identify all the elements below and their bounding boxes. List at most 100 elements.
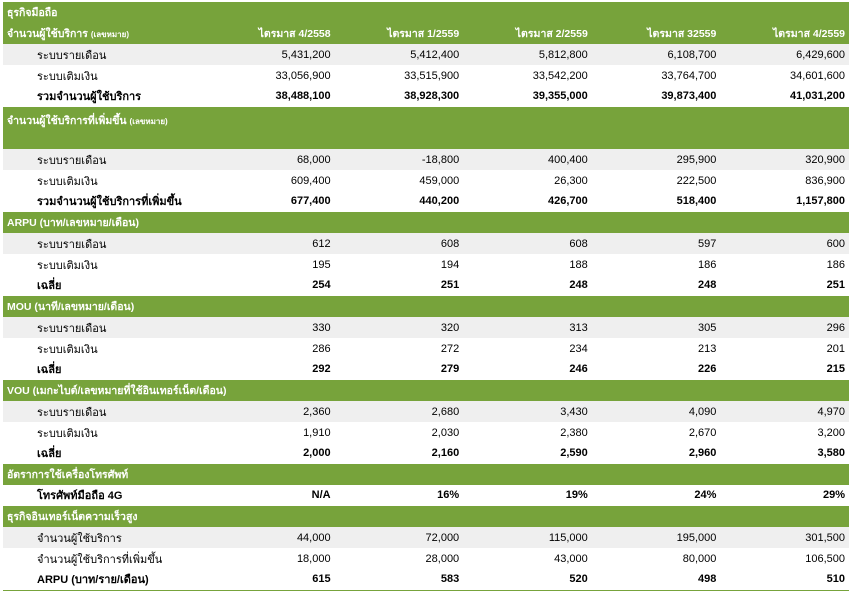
- value-cell: 26,300: [463, 170, 592, 191]
- section-title-text: ARPU (บาท/เลขหมาย/เดือน): [7, 217, 139, 230]
- value-cell: 41,031,200: [720, 86, 850, 108]
- value-cell: 44,000: [206, 527, 335, 548]
- value-cell: 3,580: [720, 443, 850, 465]
- value-cell: 2,590: [463, 443, 592, 465]
- row-label: ระบบรายเดือน: [3, 317, 206, 338]
- value-cell: 186: [591, 254, 721, 275]
- row-label: เฉลี่ย: [3, 443, 206, 465]
- value-cell: 34,601,600: [720, 65, 850, 86]
- value-cell: 677,400: [206, 191, 335, 213]
- value-cell: 68,000: [206, 149, 335, 170]
- value-cell: 286: [206, 338, 335, 359]
- value-cell: 272: [334, 338, 464, 359]
- table-row: รวมจำนวนผู้ใช้บริการ 38,488,100 38,928,300…: [3, 86, 850, 108]
- value-cell: 2,670: [591, 422, 721, 443]
- section-title-text: ธุรกิจอินเทอร์เน็ตความเร็วสูง: [7, 511, 138, 524]
- header-label-unit: (เลขหมาย): [90, 30, 129, 39]
- value-cell: 2,360: [206, 401, 335, 422]
- section-title-text: VOU (เมกะไบต์/เลขหมายที่ใช้อินเทอร์เน็ต/…: [7, 385, 227, 398]
- row-label: รวมจำนวนผู้ใช้บริการ: [3, 86, 206, 108]
- value-cell: 6,108,700: [591, 44, 721, 65]
- value-cell: 279: [334, 359, 464, 381]
- section-title: ธุรกิจมือถือ: [3, 2, 850, 23]
- value-cell: 5,812,800: [463, 44, 592, 65]
- row-label: ระบบเติมเงิน: [3, 422, 206, 443]
- period-header: ไตรมาส 4/2559: [720, 23, 850, 44]
- value-cell: 234: [463, 338, 592, 359]
- value-cell: 2,160: [334, 443, 464, 465]
- value-cell: 38,488,100: [206, 86, 335, 108]
- section-title-text: อัตราการใช้เครื่องโทรศัพท์: [7, 469, 129, 482]
- value-cell: 4,970: [720, 401, 850, 422]
- value-cell: 426,700: [463, 191, 592, 213]
- value-cell: 222,500: [591, 170, 721, 191]
- row-label: จำนวนผู้ใช้บริการ: [3, 527, 206, 548]
- table-row: ARPU (บาท/ราย/เดือน) 615 583 520 498 510: [3, 569, 850, 591]
- period-header: ไตรมาส 2/2559: [463, 23, 592, 44]
- value-cell: 1,157,800: [720, 191, 850, 213]
- value-cell: 215: [720, 359, 850, 381]
- section-title-unit: (เลขหมาย): [129, 116, 168, 126]
- value-cell: -18,800: [334, 149, 464, 170]
- value-cell: 201: [720, 338, 850, 359]
- row-label: รวมจำนวนผู้ใช้บริการที่เพิ่มขึ้น: [3, 191, 206, 213]
- value-cell: 2,030: [334, 422, 464, 443]
- value-cell: 600: [720, 233, 850, 254]
- row-label: ระบบรายเดือน: [3, 233, 206, 254]
- value-cell: 246: [463, 359, 592, 381]
- value-cell: 609,400: [206, 170, 335, 191]
- period-header: ไตรมาส 1/2559: [334, 23, 464, 44]
- value-cell: 72,000: [334, 527, 464, 548]
- value-cell: 28,000: [334, 548, 464, 569]
- value-cell: 6,429,600: [720, 44, 850, 65]
- value-cell: 33,542,200: [463, 65, 592, 86]
- header-row: จำนวนผู้ใช้บริการ (เลขหมาย) ไตรมาส 4/255…: [3, 23, 850, 44]
- value-cell: 186: [720, 254, 850, 275]
- value-cell: 313: [463, 317, 592, 338]
- section-arpu: ARPU (บาท/เลขหมาย/เดือน): [3, 212, 850, 233]
- row-label: เฉลี่ย: [3, 359, 206, 381]
- value-cell: 16%: [334, 485, 464, 507]
- value-cell: 115,000: [463, 527, 592, 548]
- value-cell: 608: [334, 233, 464, 254]
- section-title: อัตราการใช้เครื่องโทรศัพท์: [3, 464, 850, 485]
- table-row: จำนวนผู้ใช้บริการที่เพิ่มขึ้น 18,000 28,00…: [3, 548, 850, 569]
- value-cell: 608: [463, 233, 592, 254]
- value-cell: 597: [591, 233, 721, 254]
- value-cell: 254: [206, 275, 335, 297]
- operational-data-table: ธุรกิจมือถือ จำนวนผู้ใช้บริการ (เลขหมาย)…: [3, 2, 850, 591]
- value-cell: 194: [334, 254, 464, 275]
- value-cell: 292: [206, 359, 335, 381]
- table-row: ระบบเติมเงิน 33,056,900 33,515,900 33,542,2…: [3, 65, 850, 86]
- table-row: จำนวนผู้ใช้บริการ 44,000 72,000 115,000 195,…: [3, 527, 850, 548]
- value-cell: 2,960: [591, 443, 721, 465]
- row-label: เฉลี่ย: [3, 275, 206, 297]
- section-broadband: ธุรกิจอินเทอร์เน็ตความเร็วสูง: [3, 506, 850, 527]
- value-cell: 226: [591, 359, 721, 381]
- value-cell: 38,928,300: [334, 86, 464, 108]
- value-cell: 39,873,400: [591, 86, 721, 108]
- value-cell: 213: [591, 338, 721, 359]
- value-cell: 400,400: [463, 149, 592, 170]
- value-cell: 33,764,700: [591, 65, 721, 86]
- table-row: ระบบเติมเงิน 609,400 459,000 26,300 222,500 8…: [3, 170, 850, 191]
- section-title-text: MOU (นาที/เลขหมาย/เดือน): [7, 301, 135, 314]
- section-title-text: จำนวนผู้ใช้บริการที่เพิ่มขึ้น: [7, 114, 127, 127]
- section-title: ARPU (บาท/เลขหมาย/เดือน): [3, 212, 850, 233]
- row-label: โทรศัพท์มือถือ 4G: [3, 485, 206, 507]
- value-cell: 2,380: [463, 422, 592, 443]
- value-cell: 29%: [720, 485, 850, 507]
- value-cell: 330: [206, 317, 335, 338]
- value-cell: 305: [591, 317, 721, 338]
- section-vou: VOU (เมกะไบต์/เลขหมายที่ใช้อินเทอร์เน็ต/…: [3, 380, 850, 401]
- period-header: ไตรมาส 32559: [591, 23, 721, 44]
- period-header: ไตรมาส 4/2558: [206, 23, 335, 44]
- header-label: จำนวนผู้ใช้บริการ (เลขหมาย): [3, 23, 206, 44]
- table-row: ระบบเติมเงิน 286 272 234 213 201: [3, 338, 850, 359]
- header-label-main: จำนวนผู้ใช้บริการ: [7, 28, 88, 40]
- value-cell: 5,431,200: [206, 44, 335, 65]
- value-cell: 615: [206, 569, 335, 591]
- row-label: ระบบรายเดือน: [3, 401, 206, 422]
- row-label: ระบบเติมเงิน: [3, 254, 206, 275]
- value-cell: 459,000: [334, 170, 464, 191]
